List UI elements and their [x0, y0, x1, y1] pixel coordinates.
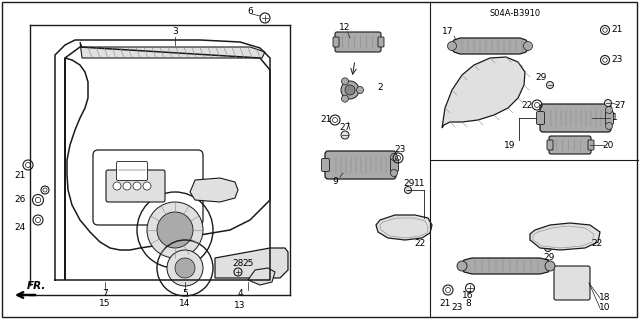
Circle shape [605, 107, 612, 114]
Circle shape [404, 187, 412, 194]
FancyBboxPatch shape [536, 112, 545, 124]
FancyBboxPatch shape [378, 37, 384, 47]
Text: 22: 22 [522, 100, 532, 109]
Text: 13: 13 [234, 300, 246, 309]
Text: 25: 25 [243, 259, 253, 269]
Polygon shape [460, 258, 552, 274]
Text: 7: 7 [102, 290, 108, 299]
Text: 21: 21 [14, 170, 26, 180]
Text: 28: 28 [232, 258, 244, 268]
Text: 16: 16 [462, 291, 474, 300]
Circle shape [167, 250, 203, 286]
Text: 10: 10 [599, 303, 611, 313]
Polygon shape [376, 215, 432, 240]
Text: 20: 20 [602, 140, 614, 150]
Text: 1: 1 [612, 114, 618, 122]
Circle shape [175, 258, 195, 278]
Circle shape [545, 261, 555, 271]
FancyBboxPatch shape [588, 140, 594, 150]
Text: 17: 17 [442, 27, 454, 36]
Circle shape [545, 244, 552, 251]
Text: 9: 9 [332, 177, 338, 187]
Polygon shape [80, 42, 265, 58]
Text: 12: 12 [339, 23, 351, 32]
FancyBboxPatch shape [335, 32, 381, 52]
Text: 14: 14 [179, 300, 191, 308]
Text: 15: 15 [99, 300, 111, 308]
Circle shape [341, 131, 349, 139]
FancyBboxPatch shape [321, 159, 330, 172]
Text: 22: 22 [591, 240, 603, 249]
Circle shape [123, 182, 131, 190]
Text: 6: 6 [247, 8, 253, 17]
FancyBboxPatch shape [325, 151, 396, 179]
Circle shape [457, 261, 467, 271]
Circle shape [143, 182, 151, 190]
Polygon shape [215, 248, 288, 278]
Text: 29: 29 [535, 73, 547, 83]
Circle shape [390, 153, 397, 160]
Text: 21: 21 [320, 115, 332, 124]
FancyBboxPatch shape [547, 140, 553, 150]
Text: 19: 19 [504, 140, 516, 150]
FancyBboxPatch shape [549, 136, 591, 154]
FancyBboxPatch shape [540, 104, 611, 132]
Text: 18: 18 [599, 293, 611, 302]
Text: 21: 21 [611, 26, 623, 34]
FancyBboxPatch shape [93, 150, 203, 225]
Text: 26: 26 [14, 196, 26, 204]
Circle shape [342, 95, 349, 102]
Polygon shape [450, 38, 530, 54]
Text: 4: 4 [237, 290, 243, 299]
Circle shape [605, 100, 611, 107]
Circle shape [147, 202, 203, 258]
Text: 24: 24 [14, 224, 26, 233]
Text: 8: 8 [465, 299, 471, 308]
Text: 27: 27 [614, 100, 626, 109]
Circle shape [390, 169, 397, 176]
Circle shape [524, 41, 532, 50]
Text: 22: 22 [414, 240, 426, 249]
Circle shape [447, 41, 456, 50]
FancyBboxPatch shape [106, 170, 165, 202]
Circle shape [605, 122, 612, 130]
Text: 5: 5 [182, 290, 188, 299]
FancyBboxPatch shape [390, 159, 399, 172]
Text: 27: 27 [339, 123, 351, 132]
FancyBboxPatch shape [554, 266, 590, 300]
Polygon shape [248, 268, 275, 285]
Circle shape [356, 86, 364, 93]
Circle shape [345, 85, 355, 95]
FancyBboxPatch shape [116, 161, 147, 181]
Text: FR.: FR. [27, 281, 46, 291]
Text: 23: 23 [394, 145, 406, 154]
Polygon shape [530, 223, 600, 250]
Text: 21: 21 [439, 299, 451, 308]
Text: 29: 29 [403, 179, 415, 188]
FancyBboxPatch shape [333, 37, 339, 47]
Circle shape [113, 182, 121, 190]
Text: 23: 23 [451, 302, 463, 311]
Text: 11: 11 [414, 179, 426, 188]
Circle shape [547, 81, 554, 88]
Text: 23: 23 [611, 56, 623, 64]
Circle shape [341, 81, 359, 99]
Text: S04A-B3910: S04A-B3910 [490, 10, 541, 19]
Text: 3: 3 [172, 27, 178, 36]
Circle shape [133, 182, 141, 190]
Polygon shape [190, 178, 238, 202]
Polygon shape [442, 57, 525, 128]
FancyBboxPatch shape [605, 112, 614, 124]
Circle shape [342, 78, 349, 85]
Circle shape [157, 212, 193, 248]
Text: 29: 29 [543, 253, 555, 262]
Text: 2: 2 [377, 84, 383, 93]
